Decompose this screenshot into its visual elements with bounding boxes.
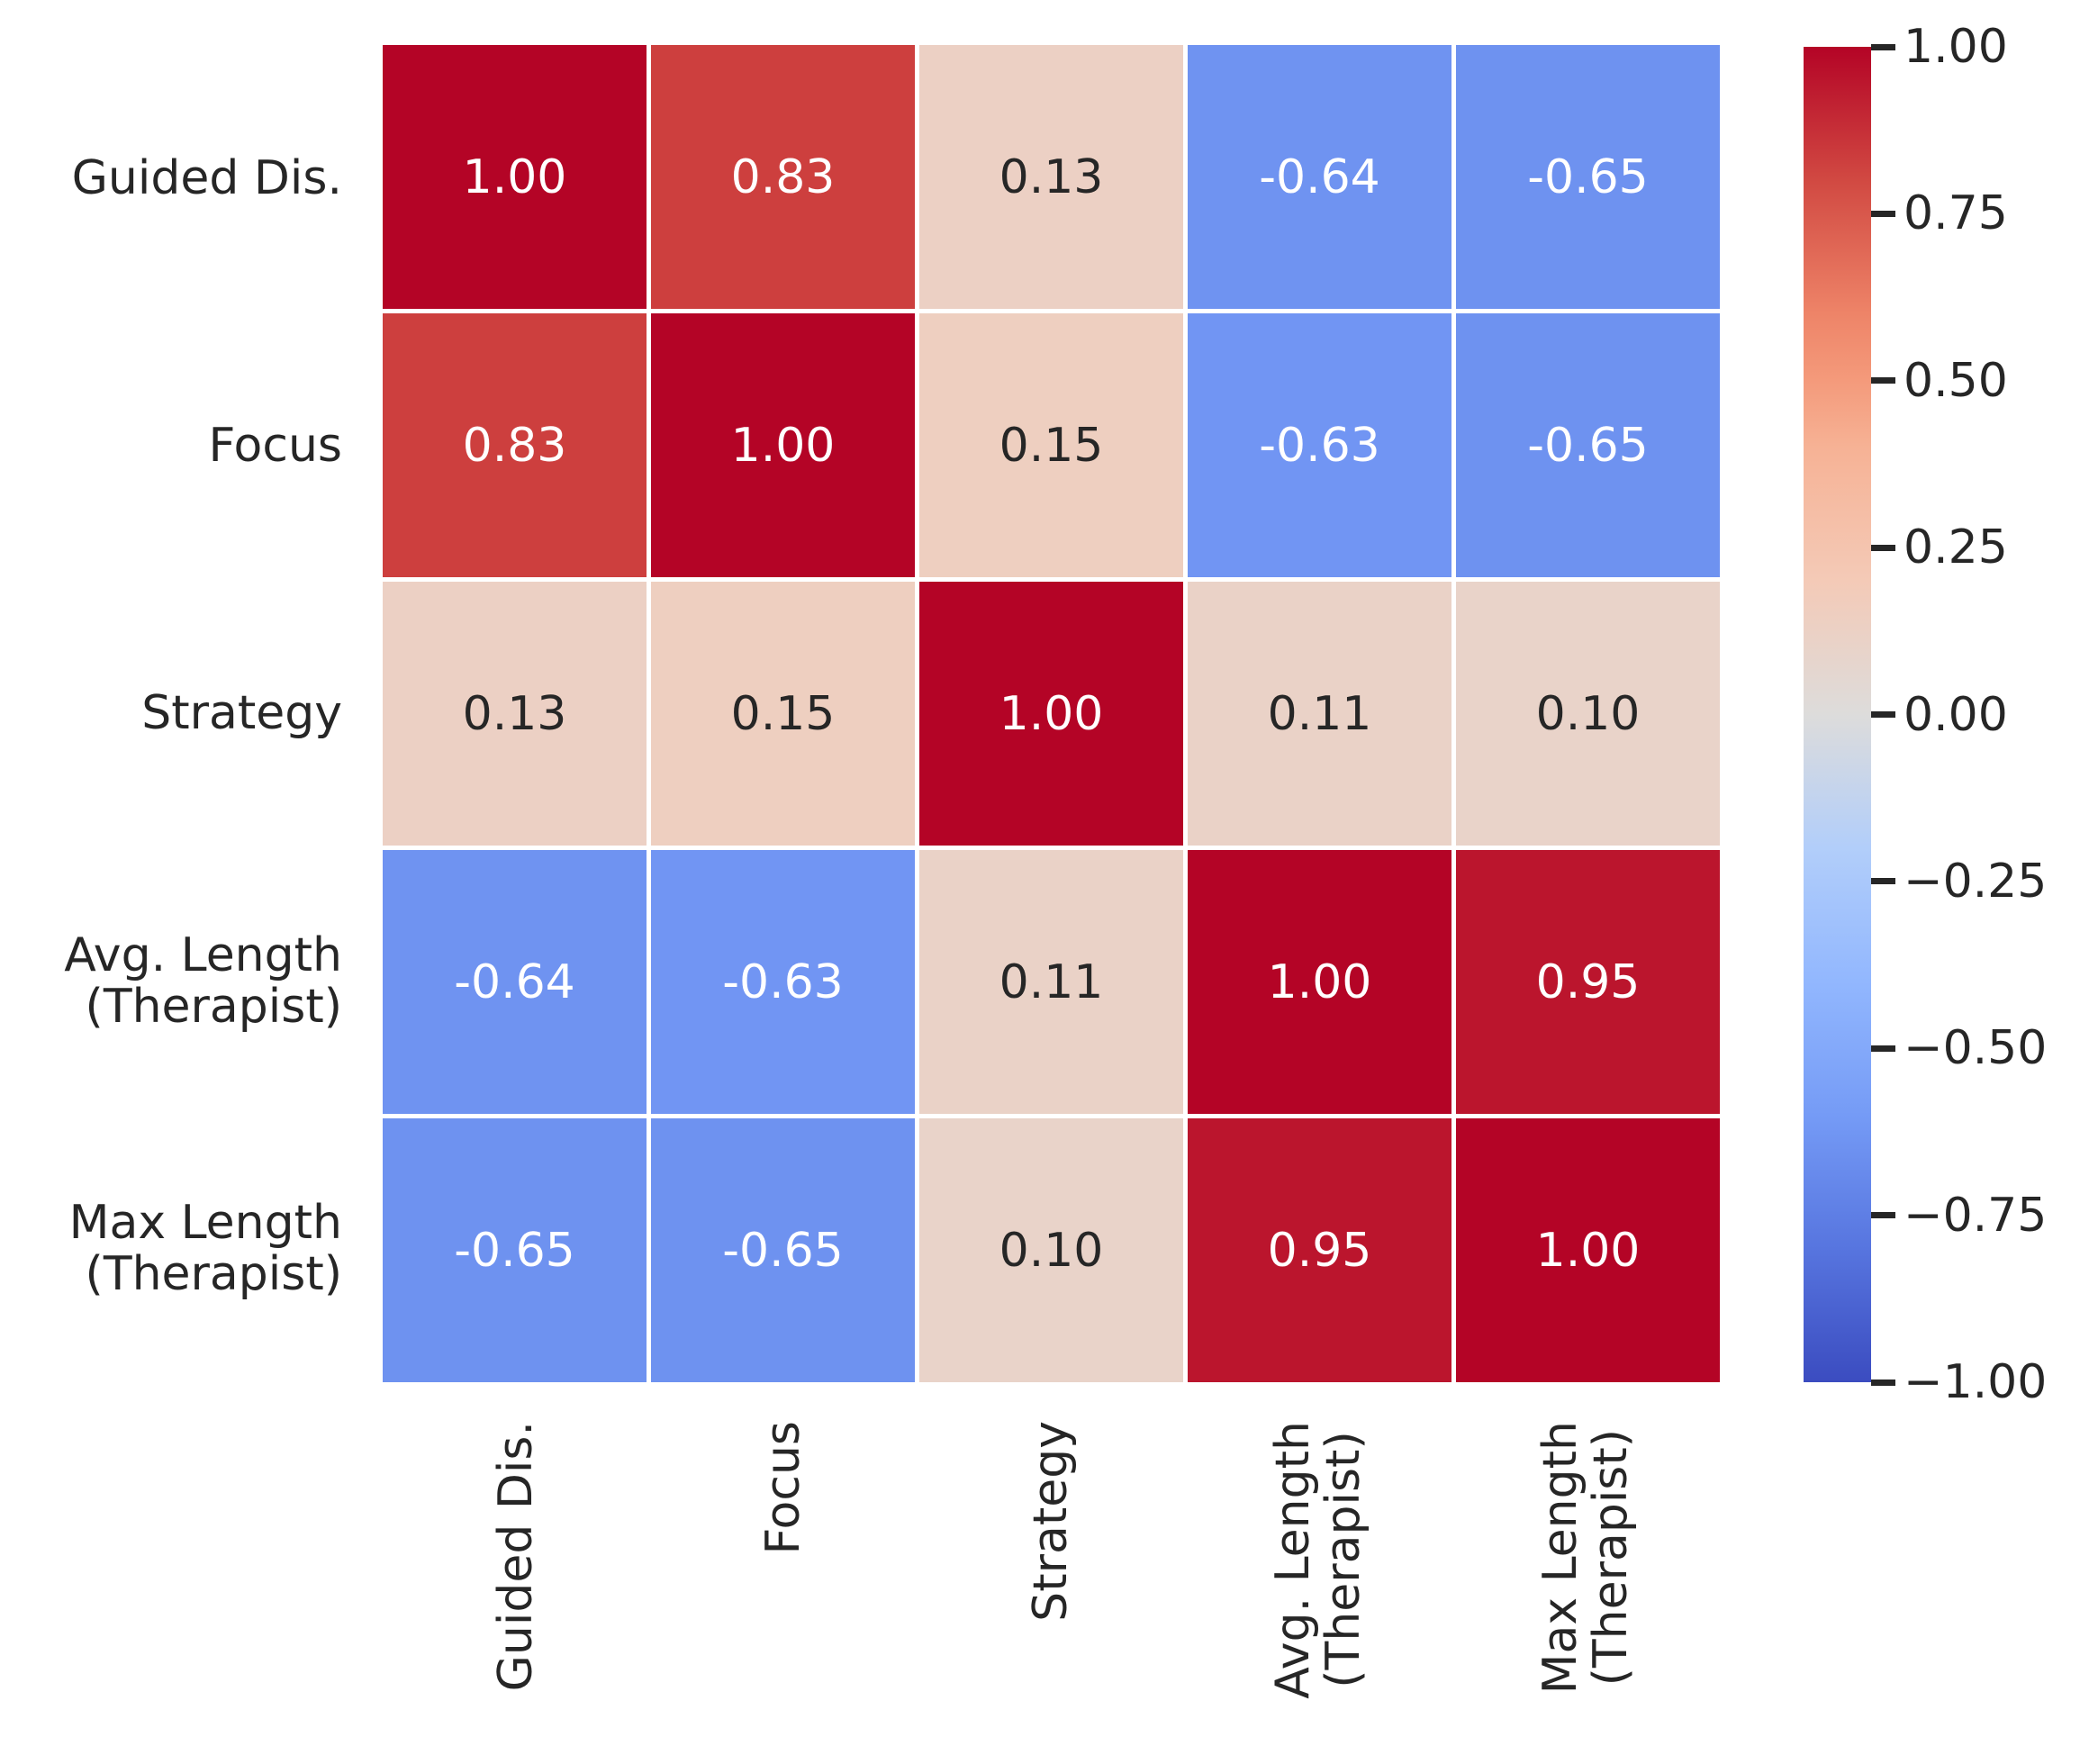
x-tick-label: Avg. Length (Therapist) [1211,1421,1427,1763]
cell-value: 1.00 [999,686,1104,741]
heatmap-cell: -0.65 [1456,313,1720,577]
heatmap-cell: -0.64 [383,850,647,1114]
heatmap-cell: 0.13 [919,45,1183,309]
colorbar-tick-label: −0.75 [1904,1188,2048,1243]
cell-value: 1.00 [730,418,836,473]
cell-value: -0.65 [1527,149,1649,204]
x-tick-label-text: Max Length (Therapist) [1533,1421,1639,1695]
colorbar-tick [1871,1212,1895,1219]
colorbar-tick-label: 1.00 [1904,20,2008,74]
heatmap-cell: -0.63 [651,850,915,1114]
colorbar-tick [1871,43,1895,50]
x-tick-label-text: Avg. Length (Therapist) [1266,1421,1371,1699]
cell-value: 0.83 [730,149,836,204]
cell-value: 0.95 [1267,1223,1372,1278]
heatmap-cell: -0.64 [1188,45,1451,309]
cell-value: 0.13 [999,149,1104,204]
heatmap-cell: 0.13 [383,582,647,846]
colorbar-tick [1871,544,1895,551]
colorbar-tick [1871,1379,1895,1386]
cell-value: -0.65 [454,1223,575,1278]
cell-value: 0.15 [999,418,1104,473]
heatmap-cell: 0.10 [1456,582,1720,846]
heatmap-cell: 0.10 [919,1118,1183,1382]
heatmap-cell: 1.00 [383,45,647,309]
x-tick-label: Guided Dis. [409,1421,625,1763]
colorbar-tick [1871,1045,1895,1052]
y-tick-label: Max Length (Therapist) [68,1196,342,1301]
colorbar-tick [1871,711,1895,718]
x-tick-label: Focus [676,1421,892,1763]
colorbar-tick [1871,210,1895,217]
heatmap-cell: 0.15 [919,313,1183,577]
heatmap-cell: 1.00 [651,313,915,577]
heatmap-cell: -0.65 [383,1118,647,1382]
cell-value: 0.15 [730,686,836,741]
heatmap-grid: 1.00 0.83 0.13 -0.64 -0.65 0.83 1.00 0.15 -0.63 -… [383,45,1720,1382]
colorbar-tick-label: −1.00 [1904,1355,2048,1409]
heatmap-cell: 0.11 [1188,582,1451,846]
cell-value: 0.95 [1535,954,1641,1009]
cell-value: 0.13 [462,686,567,741]
colorbar-tick-label: 0.00 [1904,687,2008,742]
x-tick-label: Max Length (Therapist) [1479,1421,1695,1763]
y-tick-label: Strategy [141,686,342,741]
y-tick-label: Avg. Length (Therapist) [64,928,342,1034]
colorbar-tick-label: 0.25 [1904,520,2008,575]
heatmap-cell: 1.00 [919,582,1183,846]
colorbar-tick [1871,377,1895,384]
colorbar-tick-label: −0.25 [1904,854,2048,909]
cell-value: 0.11 [999,954,1104,1009]
x-tick-label-text: Guided Dis. [489,1421,544,1692]
cell-value: -0.63 [1259,418,1380,473]
x-tick-label-text: Strategy [1024,1421,1079,1622]
heatmap-cell: -0.65 [1456,45,1720,309]
cell-value: -0.65 [1527,418,1649,473]
cell-value: 1.00 [1267,954,1372,1009]
x-tick-label-text: Focus [756,1421,811,1555]
colorbar-tick-label: 0.50 [1904,353,2008,408]
x-tick-label: Strategy [944,1421,1160,1763]
cell-value: 0.11 [1267,686,1372,741]
cell-value: -0.64 [1259,149,1380,204]
cell-value: 0.83 [462,418,567,473]
cell-value: -0.65 [722,1223,844,1278]
cell-value: 0.10 [1535,686,1641,741]
colorbar-gradient [1804,47,1871,1382]
y-tick-label: Guided Dis. [71,151,342,206]
heatmap-cell: 1.00 [1456,1118,1720,1382]
cell-value: -0.64 [454,954,575,1009]
cell-value: 1.00 [1535,1223,1641,1278]
heatmap-cell: 0.83 [651,45,915,309]
cell-value: -0.63 [722,954,844,1009]
heatmap-cell: 0.95 [1456,850,1720,1114]
heatmap-cell: 0.11 [919,850,1183,1114]
colorbar-tick [1871,878,1895,885]
colorbar-tick-label: −0.50 [1904,1021,2048,1076]
heatmap-cell: 0.83 [383,313,647,577]
cell-value: 0.10 [999,1223,1104,1278]
heatmap-cell: -0.63 [1188,313,1451,577]
colorbar-tick-label: 0.75 [1904,186,2008,241]
heatmap-cell: 0.15 [651,582,915,846]
heatmap-cell: -0.65 [651,1118,915,1382]
cell-value: 1.00 [462,149,567,204]
y-tick-label: Focus [208,419,342,474]
heatmap-cell: 1.00 [1188,850,1451,1114]
heatmap-cell: 0.95 [1188,1118,1451,1382]
